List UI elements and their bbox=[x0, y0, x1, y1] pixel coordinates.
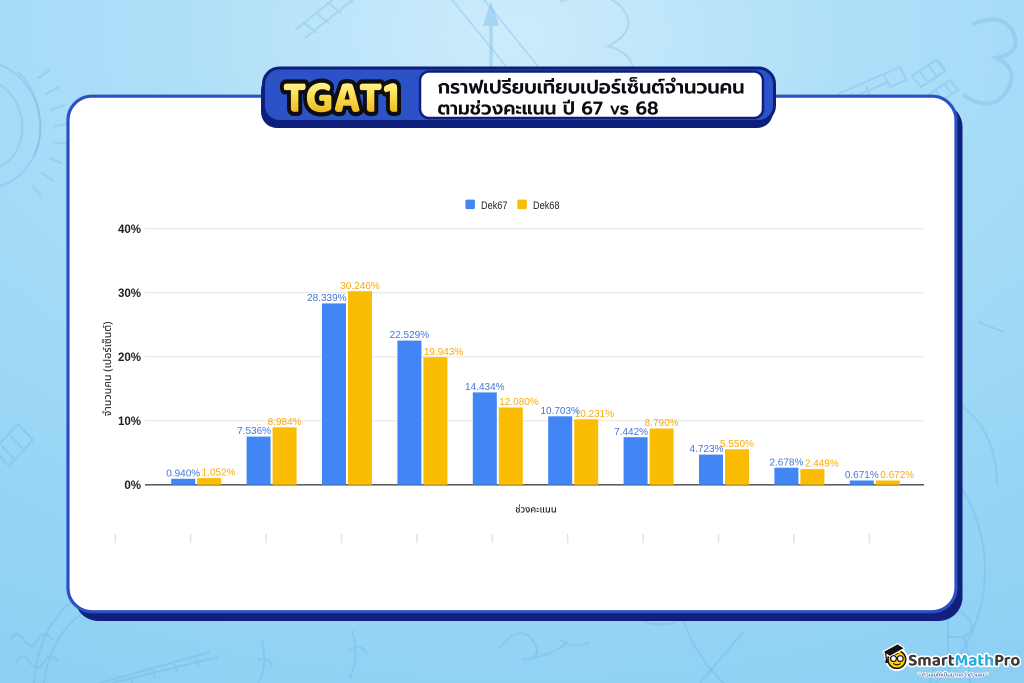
svg-text:0.940%: 0.940% bbox=[166, 468, 200, 479]
svg-text:28.339%: 28.339% bbox=[307, 293, 347, 304]
svg-text:7.536%: 7.536% bbox=[237, 426, 271, 437]
svg-text:20%: 20% bbox=[118, 352, 141, 364]
svg-text:30.246%: 30.246% bbox=[340, 281, 380, 292]
svg-text:12.080%: 12.080% bbox=[499, 397, 539, 408]
svg-text:10%: 10% bbox=[118, 416, 141, 428]
svg-text:4.723%: 4.723% bbox=[690, 444, 724, 455]
svg-text:Dek67: Dek67 bbox=[481, 200, 508, 212]
svg-text:22.529%: 22.529% bbox=[390, 330, 430, 341]
svg-text:0%: 0% bbox=[124, 480, 141, 492]
svg-text:14.434%: 14.434% bbox=[465, 382, 505, 393]
svg-text:8.790%: 8.790% bbox=[645, 418, 679, 429]
svg-text:30%: 30% bbox=[118, 288, 141, 300]
svg-text:1.052%: 1.052% bbox=[202, 468, 236, 479]
svg-text:0.672%: 0.672% bbox=[880, 470, 914, 481]
svg-text:10.703%: 10.703% bbox=[540, 406, 580, 417]
svg-text:19.943%: 19.943% bbox=[424, 347, 464, 358]
svg-text:10.231%: 10.231% bbox=[575, 409, 615, 420]
svg-text:0.671%: 0.671% bbox=[845, 470, 879, 481]
svg-text:8.984%: 8.984% bbox=[268, 417, 302, 428]
svg-text:40%: 40% bbox=[118, 224, 141, 236]
svg-text:7.442%: 7.442% bbox=[614, 427, 648, 438]
svg-text:Dek68: Dek68 bbox=[533, 200, 560, 212]
svg-text:2.678%: 2.678% bbox=[769, 457, 803, 468]
svg-text:5.550%: 5.550% bbox=[720, 439, 754, 450]
svg-text:2.449%: 2.449% bbox=[805, 459, 839, 470]
